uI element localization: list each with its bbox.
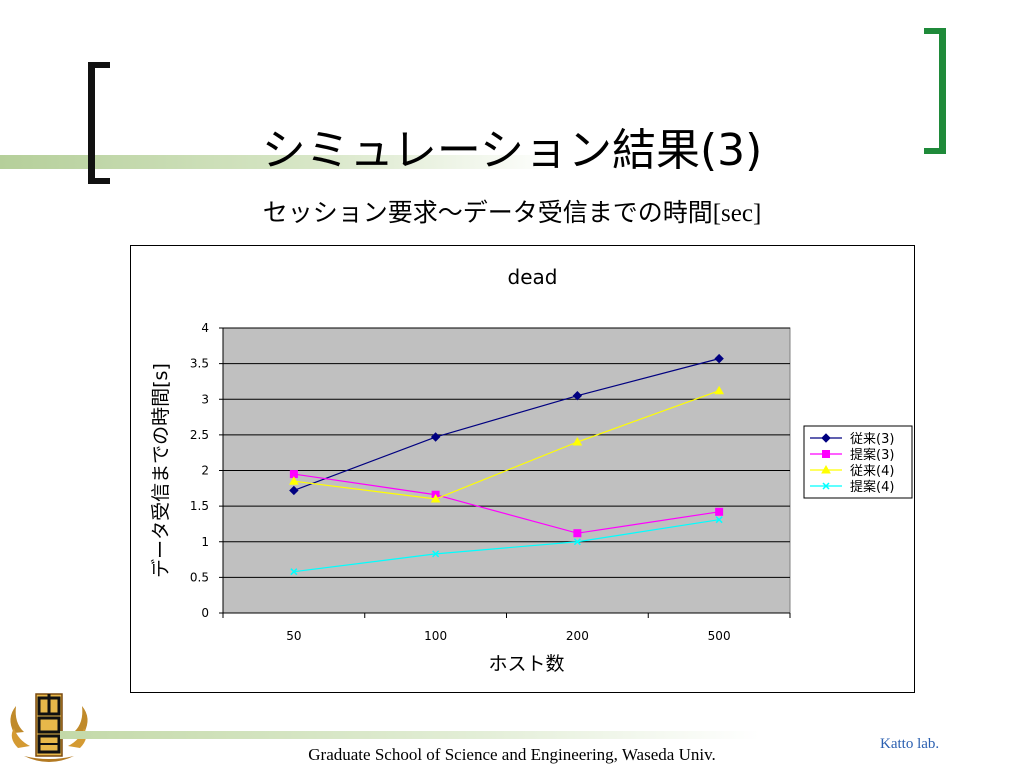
- y-axis-label: データ受信までの時間[s]: [150, 363, 172, 578]
- x-tick-label: 50: [286, 629, 301, 643]
- data-point: [714, 385, 724, 395]
- footer-text: Graduate School of Science and Engineeri…: [308, 745, 716, 764]
- data-point: [573, 529, 582, 538]
- legend-label: 従来(3): [850, 432, 894, 447]
- y-tick-label: 3.5: [190, 357, 209, 371]
- series-line-3: [293, 390, 720, 500]
- slide-title: シミュレーション結果(3): [261, 125, 763, 176]
- data-point: [715, 516, 723, 524]
- x-tick-label: 100: [424, 629, 447, 643]
- y-tick-label: 0: [201, 606, 209, 620]
- chart-title: dead: [508, 265, 558, 289]
- x-tick-label: 200: [566, 629, 589, 643]
- legend-label: 提案(4): [850, 479, 894, 495]
- title-accent-band: [0, 155, 560, 169]
- line-chart: dead 0 0.5 1 1.5 2 2.5 3 3.5 4 50 100 200 500 ホスト数 データ受…: [150, 265, 913, 675]
- legend-label: 従来(4): [850, 464, 894, 479]
- subtitle-unit: [sec]: [712, 200, 762, 227]
- legend-marker: [821, 433, 831, 443]
- series-line-1: [293, 358, 720, 492]
- series-line-2: [293, 473, 720, 534]
- legend-label: 提案(3): [850, 447, 894, 463]
- y-tick-label: 2: [201, 464, 209, 478]
- y-tick-label: 3: [201, 392, 209, 406]
- university-crest-icon: [4, 688, 94, 766]
- y-tick-label: 0.5: [190, 570, 209, 584]
- data-point: [573, 538, 581, 546]
- data-point: [290, 568, 298, 576]
- right-bracket-decoration: [924, 28, 946, 154]
- data-point: [430, 493, 441, 503]
- legend-marker: [822, 482, 830, 490]
- subtitle-main: セッション要求～データ受信までの時間: [262, 198, 713, 227]
- left-bracket-decoration: [88, 62, 110, 184]
- y-tick-label: 4: [201, 321, 209, 335]
- series-line-4: [293, 519, 720, 573]
- data-point: [430, 432, 441, 442]
- data-point: [715, 507, 724, 516]
- legend-marker: [822, 450, 830, 458]
- data-point: [289, 476, 299, 485]
- y-tick-label: 1: [201, 535, 209, 549]
- slide-subtitle: セッション要求～データ受信までの時間[sec]: [0, 193, 1024, 229]
- data-point: [289, 485, 299, 496]
- chart-frame: dead 0 0.5 1 1.5 2 2.5 3 3.5 4 50 100 200 500 ホスト数 データ受…: [130, 245, 915, 693]
- data-point: [572, 436, 583, 446]
- data-point: [432, 550, 440, 558]
- x-tick-label: 500: [708, 629, 731, 643]
- x-axis-label: ホスト数: [488, 653, 564, 675]
- y-tick-label: 2.5: [190, 428, 209, 442]
- lab-name: Katto lab.: [880, 736, 940, 752]
- footer-accent-band: [60, 731, 760, 739]
- y-tick-label: 1.5: [190, 499, 209, 513]
- data-point: [572, 390, 583, 401]
- data-point: [714, 353, 724, 364]
- legend-marker: [821, 464, 831, 474]
